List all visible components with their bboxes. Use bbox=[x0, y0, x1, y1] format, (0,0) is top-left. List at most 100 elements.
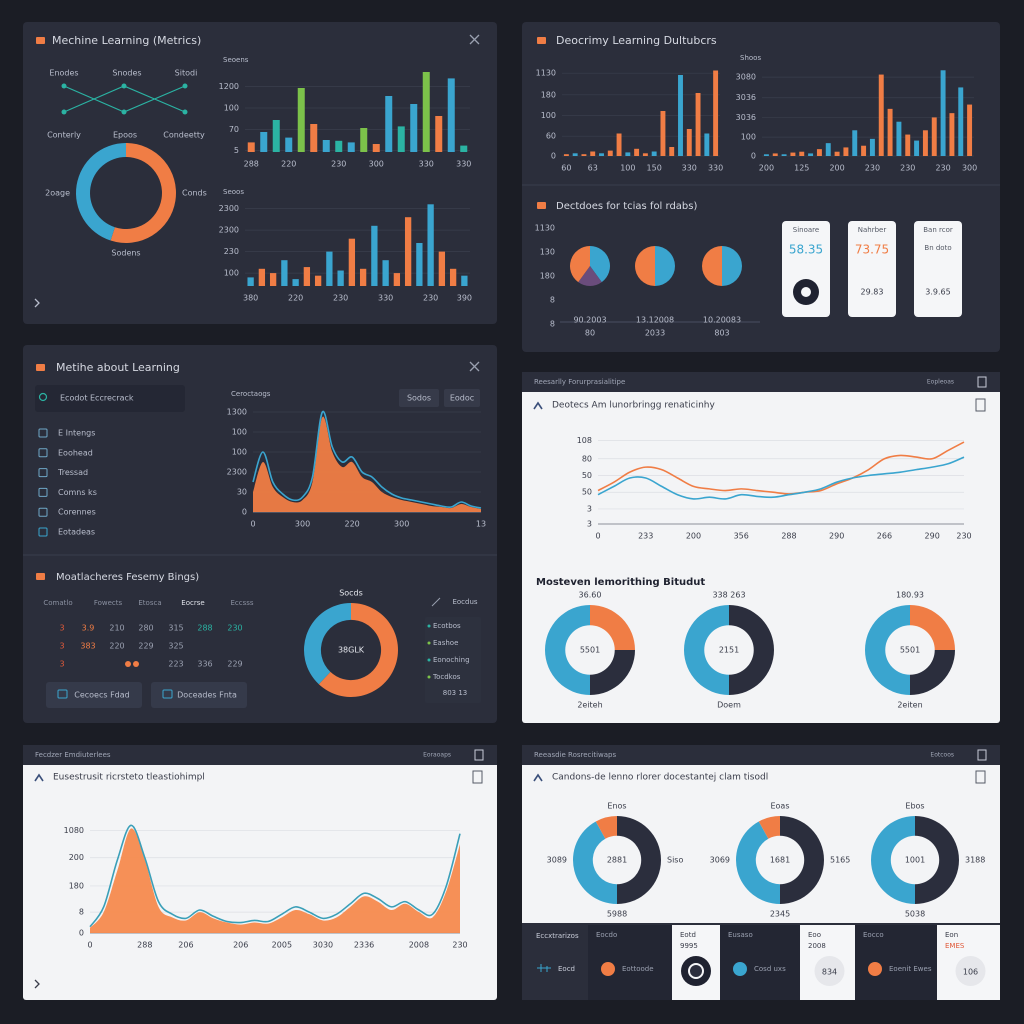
menu-item[interactable]: Corennes bbox=[58, 508, 96, 517]
footer-card-value: 2008 bbox=[808, 942, 826, 950]
donut-segment bbox=[590, 605, 635, 650]
footer-card-label: Eoo bbox=[808, 931, 821, 939]
bottom-label: 5038 bbox=[905, 910, 925, 919]
action-label[interactable]: Doceades Fnta bbox=[177, 691, 237, 700]
close-button bbox=[469, 34, 480, 45]
y-tick-label: 1080 bbox=[64, 826, 84, 835]
legend-box bbox=[425, 617, 481, 703]
bar bbox=[634, 148, 640, 156]
donut-segment bbox=[910, 605, 955, 650]
button[interactable] bbox=[399, 389, 439, 407]
footer-badge-text: 106 bbox=[963, 968, 978, 977]
expand-arrow bbox=[34, 979, 40, 989]
legend-item: Ecotbos bbox=[433, 622, 461, 630]
menu-icon bbox=[38, 428, 48, 438]
footer-card[interactable] bbox=[588, 925, 672, 1000]
network-node bbox=[121, 109, 127, 115]
x-tick-label: 0 bbox=[595, 532, 600, 541]
action-button[interactable] bbox=[151, 682, 247, 708]
button[interactable] bbox=[444, 389, 480, 407]
menu-item[interactable]: Eotadeas bbox=[58, 528, 95, 537]
panel-title: Mechine Learning (Metrics) bbox=[52, 34, 201, 47]
node-label: Enodes bbox=[49, 69, 78, 78]
bookmark[interactable] bbox=[474, 749, 484, 761]
table-cell: 315 bbox=[168, 624, 183, 633]
menu-item[interactable]: Tressad bbox=[57, 468, 88, 477]
bar bbox=[385, 96, 393, 152]
panel-title: Deotecs Am lunorbringg renaticinhy bbox=[552, 401, 715, 411]
y-tick-label: 3080 bbox=[736, 73, 756, 82]
y-tick-label: 200 bbox=[69, 853, 84, 862]
side-label: Conds bbox=[182, 189, 207, 198]
footer-card[interactable] bbox=[855, 925, 937, 1000]
bar bbox=[799, 151, 805, 156]
x-tick-label: 300 bbox=[962, 164, 977, 173]
bar bbox=[616, 133, 622, 156]
bar bbox=[348, 238, 356, 286]
bar bbox=[967, 104, 973, 156]
footer-dot bbox=[733, 962, 747, 976]
title-icon bbox=[533, 401, 543, 410]
bar bbox=[272, 120, 280, 152]
chart-title: Ebos bbox=[905, 802, 924, 811]
bookmark[interactable] bbox=[977, 376, 987, 388]
table-cell: 3 bbox=[59, 660, 64, 669]
bookmark[interactable] bbox=[977, 749, 987, 761]
title-icon bbox=[34, 773, 44, 782]
bar bbox=[896, 121, 902, 156]
bar bbox=[337, 270, 344, 286]
pie-slice bbox=[634, 246, 655, 287]
panel bbox=[23, 22, 497, 324]
bookmark[interactable] bbox=[975, 770, 986, 784]
side-label: 3069 bbox=[710, 856, 730, 865]
donut-segment bbox=[780, 816, 825, 904]
section-title: Mosteven lemorithing Bitudut bbox=[536, 577, 705, 588]
menu-item[interactable]: Comns ks bbox=[58, 488, 97, 497]
footer-card-label: Eocco bbox=[863, 931, 884, 939]
y-tick-label: 3036 bbox=[736, 113, 756, 122]
x-tick-label: 330 bbox=[456, 160, 471, 169]
y-tick-label: 80 bbox=[582, 454, 592, 463]
donut-segment bbox=[318, 603, 398, 697]
axis-label: 180 bbox=[540, 272, 555, 281]
y-tick-label: 0 bbox=[242, 508, 247, 517]
legend-icon bbox=[431, 597, 441, 607]
stat-card[interactable] bbox=[848, 221, 896, 317]
legend-marker bbox=[427, 658, 431, 662]
footer-card[interactable] bbox=[720, 925, 800, 1000]
menu-item[interactable]: E Intengs bbox=[58, 429, 95, 438]
donut-segment bbox=[595, 816, 617, 839]
search-box[interactable] bbox=[35, 385, 185, 412]
node-label: Snodes bbox=[112, 69, 141, 78]
action-label[interactable]: Cecoecs Fdad bbox=[74, 691, 130, 700]
donut-segment bbox=[590, 650, 635, 695]
stat-card[interactable] bbox=[914, 221, 962, 317]
section-title: Dectdoes for tcias fol rdabs) bbox=[556, 201, 697, 212]
donut-segment bbox=[758, 816, 780, 839]
bar bbox=[790, 152, 796, 156]
bar bbox=[297, 88, 305, 152]
bookmark[interactable] bbox=[472, 770, 483, 784]
menu-item[interactable]: Eoohead bbox=[58, 448, 93, 457]
table-header: Eocrse bbox=[181, 599, 204, 607]
x-tick-label: 230 bbox=[935, 164, 950, 173]
x-tick-label: 220 bbox=[288, 294, 303, 303]
panel-header-meta: Eoraoaps bbox=[423, 752, 451, 759]
menu-icon bbox=[38, 448, 48, 458]
button-label[interactable]: Sodos bbox=[407, 394, 431, 403]
x-tick-label: 288 bbox=[781, 532, 796, 541]
title-icon bbox=[36, 573, 45, 580]
chart-title: Socds bbox=[339, 589, 363, 598]
panel-header-meta: Eopleoas bbox=[927, 379, 954, 386]
bar bbox=[247, 277, 254, 286]
bookmark[interactable] bbox=[975, 398, 986, 412]
card-label: Ban rcor bbox=[923, 226, 953, 234]
legend-item: Eonoching bbox=[433, 656, 470, 664]
action-button[interactable] bbox=[46, 682, 142, 708]
bar bbox=[704, 133, 710, 156]
y-tick-label: 50 bbox=[582, 471, 592, 480]
card-note: Bn doto bbox=[924, 244, 951, 252]
pie-slice bbox=[590, 246, 610, 283]
bar bbox=[447, 78, 455, 152]
button-label[interactable]: Eodoc bbox=[450, 394, 474, 403]
